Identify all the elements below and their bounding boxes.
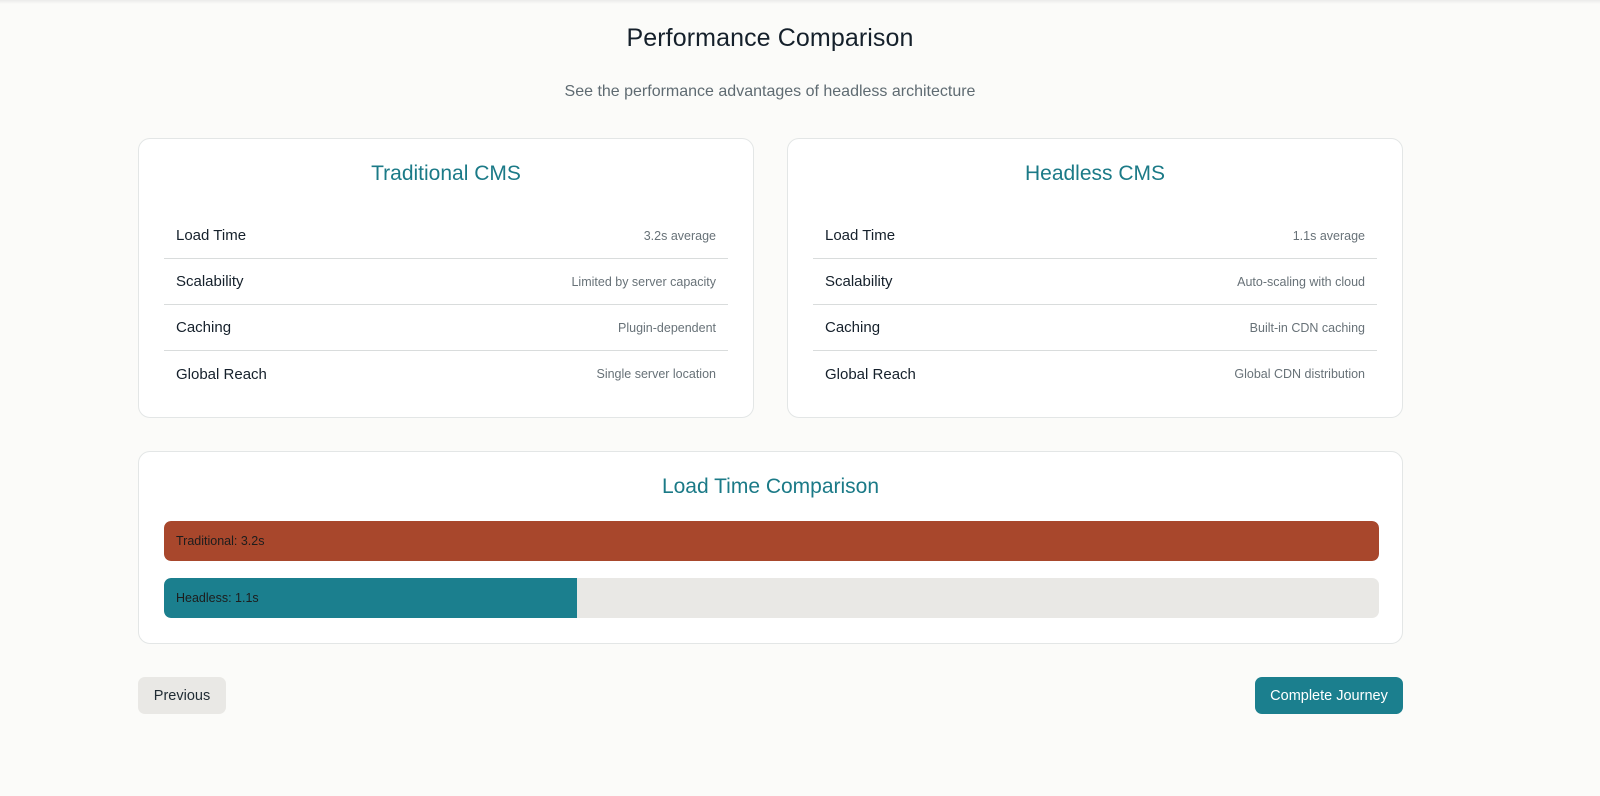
metric-label: Global Reach [176, 365, 267, 383]
page-subtitle: See the performance advantages of headle… [564, 83, 976, 100]
metric-value: Auto-scaling with cloud [1237, 274, 1365, 289]
headless-cms-card: Headless CMS Load Time 1.1s average Scal… [787, 138, 1403, 418]
metric-label: Scalability [825, 273, 893, 290]
metric-row-global-reach: Global Reach Global CDN distribution [813, 351, 1377, 397]
metric-label: Caching [825, 319, 881, 336]
top-edge-shadow [0, 0, 1600, 4]
traditional-bar-fill [164, 521, 1379, 561]
metric-row-scalability: Scalability Auto-scaling with cloud [813, 259, 1377, 305]
previous-button[interactable]: Previous [138, 677, 226, 714]
metric-row-caching: Caching Plugin-dependent [164, 305, 728, 351]
metric-value: Single server location [596, 367, 716, 381]
headless-cms-title: Headless CMS [1024, 162, 1166, 185]
metric-row-scalability: Scalability Limited by server capacity [164, 259, 728, 305]
metric-value: 1.1s average [1292, 228, 1365, 243]
headless-bar-fill [164, 578, 578, 618]
load-time-comparison-title: Load Time Comparison [661, 475, 880, 498]
metric-row-caching: Caching Built-in CDN caching [813, 305, 1377, 351]
metric-value: Plugin-dependent [618, 320, 716, 335]
traditional-bar-label: Traditional: 3.2s [176, 534, 265, 548]
load-time-comparison-card: Load Time Comparison Traditional: 3.2s H… [138, 451, 1403, 644]
metric-row-load-time: Load Time 3.2s average [164, 213, 728, 259]
traditional-cms-title: Traditional CMS [371, 162, 521, 185]
traditional-metrics-list: Load Time 3.2s average Scalability Limit… [164, 213, 728, 397]
metric-label: Global Reach [825, 365, 916, 383]
metric-value: Limited by server capacity [571, 274, 716, 289]
page-title: Performance Comparison [626, 24, 914, 52]
headless-bar-track: Headless: 1.1s [164, 578, 1379, 618]
complete-journey-button[interactable]: Complete Journey [1255, 677, 1403, 714]
metric-value: Built-in CDN caching [1249, 320, 1365, 335]
metric-label: Scalability [176, 273, 244, 290]
metric-value: Global CDN distribution [1234, 367, 1365, 381]
traditional-cms-card: Traditional CMS Load Time 3.2s average S… [138, 138, 754, 418]
traditional-bar-track: Traditional: 3.2s [164, 521, 1379, 561]
metric-label: Caching [176, 319, 232, 336]
headless-bar-label: Headless: 1.1s [176, 591, 259, 605]
metric-row-load-time: Load Time 1.1s average [813, 213, 1377, 259]
headless-metrics-list: Load Time 1.1s average Scalability Auto-… [813, 213, 1377, 397]
metric-row-global-reach: Global Reach Single server location [164, 351, 728, 397]
metric-value: 3.2s average [643, 228, 716, 243]
metric-label: Load Time [176, 227, 247, 244]
metric-label: Load Time [825, 227, 896, 244]
